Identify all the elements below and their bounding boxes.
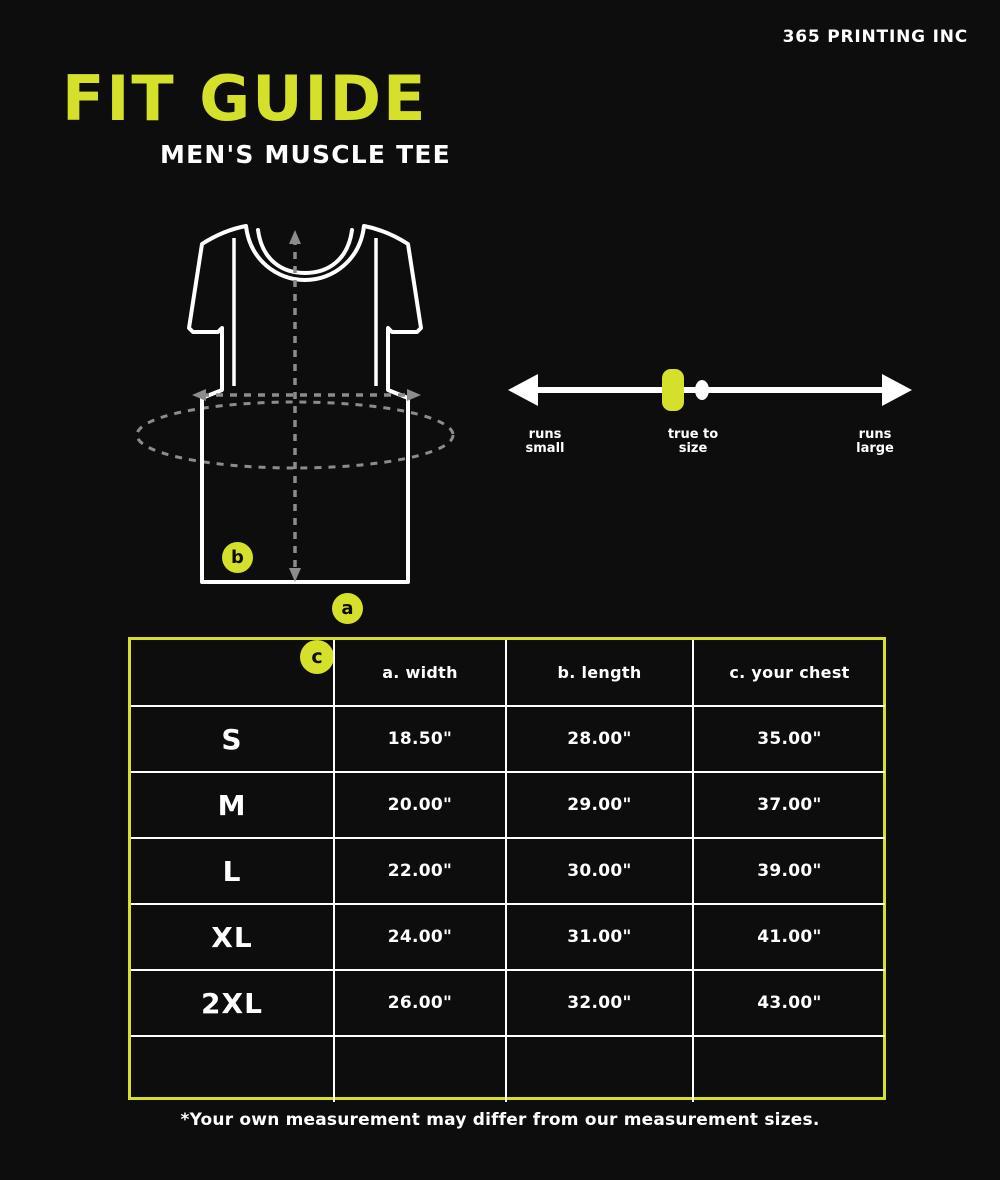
fit-scale-arrow-left	[508, 374, 538, 406]
size-chart-table-wrapper: a. width b. length c. your chest S 18.50…	[128, 637, 886, 1102]
table-row: M 20.00" 29.00" 37.00"	[131, 772, 885, 839]
cell-chest: 37.00"	[693, 772, 885, 839]
cell-size	[131, 1036, 335, 1102]
length-arrow-bottom	[289, 568, 301, 582]
fit-scale-label-runs-small: runs small	[525, 427, 565, 457]
fit-scale-label-runs-large: runs large	[856, 427, 894, 457]
cell-width: 26.00"	[334, 970, 507, 1037]
width-arrow-left	[192, 389, 206, 401]
badge-b-label: b	[231, 546, 244, 568]
length-arrow-top	[289, 230, 301, 244]
neckline-inner	[256, 228, 354, 276]
cell-size: 2XL	[131, 970, 335, 1037]
table-row: S 18.50" 28.00" 35.00"	[131, 706, 885, 773]
table-row-empty	[131, 1036, 885, 1102]
table-row: L 22.00" 30.00" 39.00"	[131, 838, 885, 905]
size-chart-table: a. width b. length c. your chest S 18.50…	[131, 640, 885, 1102]
muscle-tee-illustration: a b c	[130, 210, 480, 674]
cell-length: 28.00"	[506, 706, 694, 773]
brand-logo-text: 365 PRINTING INC	[782, 27, 968, 47]
cell-length: 30.00"	[506, 838, 694, 905]
cell-chest: 39.00"	[693, 838, 885, 905]
cell-chest: 41.00"	[693, 904, 885, 971]
header-cell-width: a. width	[334, 640, 507, 707]
header-cell-size	[131, 640, 335, 707]
cell-width	[334, 1036, 507, 1102]
fit-scale-arrow-right	[882, 374, 912, 406]
cell-width: 22.00"	[334, 838, 507, 905]
cell-length: 31.00"	[506, 904, 694, 971]
header-cell-length: b. length	[506, 640, 694, 707]
cell-size: XL	[131, 904, 335, 971]
cell-chest	[693, 1036, 885, 1102]
cell-width: 20.00"	[334, 772, 507, 839]
fit-scale-dot	[695, 380, 709, 400]
cell-size: M	[131, 772, 335, 839]
table-row: XL 24.00" 31.00" 41.00"	[131, 904, 885, 971]
cell-chest: 43.00"	[693, 970, 885, 1037]
cell-width: 24.00"	[334, 904, 507, 971]
measurement-disclaimer: *Your own measurement may differ from ou…	[180, 1110, 820, 1130]
cell-chest: 35.00"	[693, 706, 885, 773]
tee-body-outline	[187, 224, 423, 584]
badge-a-label: a	[341, 597, 354, 619]
fit-scale: runs small true to size runs large	[500, 360, 920, 470]
cell-length: 29.00"	[506, 772, 694, 839]
header-cell-chest: c. your chest	[693, 640, 885, 707]
your-chest-ellipse-guide	[135, 400, 455, 470]
table-row: 2XL 26.00" 32.00" 43.00"	[131, 970, 885, 1037]
badge-b-length: b	[222, 542, 253, 573]
cell-size: L	[131, 838, 335, 905]
cell-size: S	[131, 706, 335, 773]
fit-scale-svg	[508, 369, 912, 411]
width-arrow-right	[407, 389, 421, 401]
badge-a-width: a	[332, 593, 363, 624]
table-header-row: a. width b. length c. your chest	[131, 640, 885, 707]
cell-length	[506, 1036, 694, 1102]
page-title: FIT GUIDE	[62, 62, 428, 135]
fit-scale-label-true-to-size: true to size	[667, 427, 719, 457]
cell-length: 32.00"	[506, 970, 694, 1037]
muscle-tee-diagram-svg	[135, 224, 455, 584]
page-subtitle: MEN'S MUSCLE TEE	[160, 140, 451, 169]
cell-width: 18.50"	[334, 706, 507, 773]
fit-scale-marker	[662, 369, 684, 411]
